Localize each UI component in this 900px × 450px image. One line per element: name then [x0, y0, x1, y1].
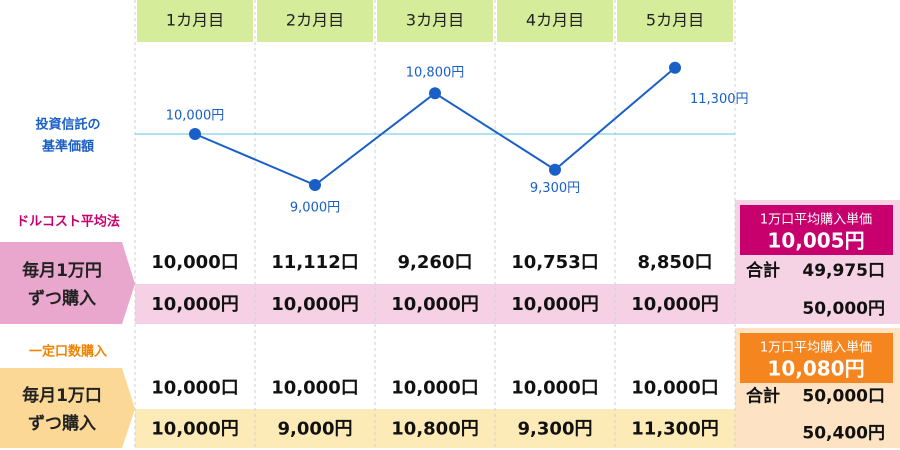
data-label: 9,300円 [530, 181, 580, 196]
cost-cell: 9,000円 [278, 419, 353, 440]
column-header-bg [257, 0, 373, 42]
cost-cell: 9,300円 [518, 419, 593, 440]
column-header: 3カ月目 [406, 11, 464, 30]
y-axis-label: 投資信託の [35, 117, 100, 133]
plan-label-bg [0, 242, 135, 324]
summary-total-units: 49,975口 [802, 261, 885, 281]
cost-cell: 11,300円 [631, 419, 718, 440]
plan-label: 毎月1万口 [22, 385, 102, 406]
data-point [549, 163, 561, 176]
cost-cell: 10,000円 [151, 419, 238, 440]
data-label: 10,000円 [166, 109, 225, 124]
data-label: 11,300円 [690, 92, 749, 107]
units-cell: 10,000口 [511, 378, 598, 399]
data-point [429, 87, 441, 100]
units-cell: 10,000口 [271, 378, 358, 399]
data-point [669, 61, 681, 74]
cost-cell: 10,000円 [151, 294, 238, 315]
summary-price: 10,080円 [767, 357, 864, 381]
column-header: 1カ月目 [166, 11, 224, 30]
data-label: 9,000円 [290, 201, 340, 216]
data-point [309, 179, 321, 191]
units-cell: 10,000口 [151, 252, 238, 273]
units-cell: 10,753口 [511, 252, 598, 273]
summary-header-bg [740, 333, 893, 383]
column-header: 5カ月目 [646, 11, 704, 30]
cost-cell: 10,000円 [271, 294, 358, 315]
column-header-bg [617, 0, 733, 42]
units-cell: 10,000口 [151, 378, 238, 399]
column-header-bg [497, 0, 613, 42]
cost-cell: 10,800円 [391, 419, 478, 440]
units-cell: 11,112口 [271, 252, 358, 273]
column-header-bg [137, 0, 253, 42]
data-point [189, 128, 201, 140]
cost-cell: 10,000円 [631, 294, 718, 315]
cost-row-bg [135, 409, 735, 448]
summary-total-cost: 50,000円 [802, 299, 885, 319]
units-cell: 9,260口 [398, 252, 473, 273]
summary-heading: 1万口平均購入単価 [760, 212, 872, 228]
plan-label: ずつ購入 [28, 413, 96, 434]
summary-total-label: 合計 [746, 260, 780, 281]
section-title: ドルコスト平均法 [16, 214, 120, 230]
data-label: 10,800円 [406, 66, 465, 81]
cost-cell: 10,000円 [511, 294, 598, 315]
plan-label: ずつ購入 [28, 288, 96, 309]
summary-total-label: 合計 [746, 386, 780, 407]
summary-price: 10,005円 [767, 229, 864, 253]
plan-label-bg [0, 368, 135, 448]
units-cell: 8,850口 [638, 252, 713, 273]
summary-heading: 1万口平均購入単価 [760, 340, 872, 356]
summary-total-cost: 50,400円 [802, 424, 885, 444]
column-header: 2カ月目 [286, 11, 344, 30]
column-header-bg [377, 0, 493, 42]
cost-row-bg [135, 284, 735, 324]
section-title: 一定口数購入 [29, 344, 107, 360]
units-cell: 10,000口 [631, 378, 718, 399]
units-cell: 10,000口 [391, 378, 478, 399]
cost-cell: 10,000円 [391, 294, 478, 315]
summary-total-units: 50,000口 [802, 387, 885, 407]
column-header: 4カ月目 [526, 11, 584, 30]
summary-header-bg [740, 205, 893, 255]
y-axis-label: 基準価額 [41, 139, 94, 155]
plan-label: 毎月1万円 [22, 260, 102, 281]
